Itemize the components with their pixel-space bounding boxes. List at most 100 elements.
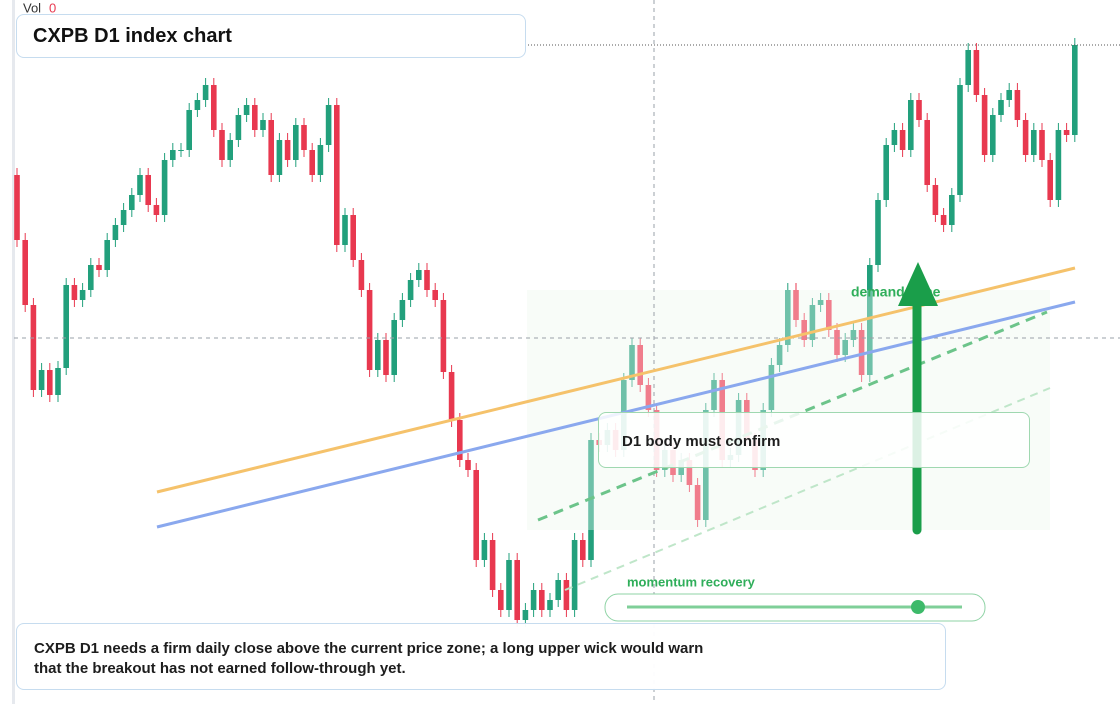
candle-body	[522, 610, 529, 620]
candle-body	[1047, 160, 1053, 200]
candle-body	[801, 320, 807, 340]
candle-body	[440, 300, 447, 372]
candle-body	[916, 100, 922, 120]
candle-body	[366, 290, 373, 370]
candle-body	[1072, 45, 1078, 135]
candle-body	[416, 270, 422, 280]
candle-body	[375, 340, 381, 370]
candle-body	[63, 285, 69, 368]
candle-body	[776, 345, 783, 365]
candle-body	[88, 265, 94, 290]
candle-body	[899, 130, 906, 150]
candle-body	[227, 140, 233, 160]
candle-body	[317, 145, 324, 175]
candle-body	[120, 210, 127, 225]
candle-body	[178, 150, 184, 151]
candle-body	[1014, 90, 1021, 120]
candle-body	[342, 215, 348, 245]
candle-body	[998, 100, 1004, 115]
volume-label: Vol	[23, 0, 41, 15]
candle-body	[481, 540, 488, 560]
candle-body	[1055, 130, 1062, 200]
candle-body	[219, 130, 225, 160]
candle-body	[14, 175, 20, 240]
candle-body	[940, 215, 947, 225]
candle-body	[580, 540, 586, 560]
candle-body	[834, 330, 840, 355]
candle-body	[104, 240, 110, 270]
candle-body	[407, 280, 414, 300]
candle-body	[867, 265, 873, 375]
candle-body	[768, 365, 775, 410]
candle-body	[949, 195, 955, 225]
candle-body	[957, 85, 963, 195]
candle-body	[530, 590, 537, 610]
confirm-box: D1 body must confirm	[598, 412, 1030, 468]
candle-body	[965, 50, 971, 85]
candle-body	[1022, 120, 1029, 155]
candle-body	[489, 540, 496, 590]
candle-body	[268, 120, 274, 175]
candle-body	[686, 460, 693, 485]
candle-body	[202, 85, 209, 100]
candle-body	[22, 240, 28, 305]
candle-body	[711, 380, 717, 410]
candle-body	[793, 290, 799, 320]
candle-body	[539, 590, 545, 610]
candle-body	[284, 140, 291, 160]
candle-body	[555, 580, 561, 600]
candle-body	[79, 290, 86, 300]
candle-body	[629, 345, 635, 380]
candle-body	[170, 150, 176, 160]
candle-body	[293, 125, 299, 160]
candle-body	[243, 105, 250, 115]
candle-body	[588, 440, 594, 560]
candle-body	[260, 120, 266, 130]
slider-knob[interactable]	[911, 600, 925, 614]
candles	[14, 38, 1078, 627]
candle-body	[55, 368, 61, 395]
candle-body	[145, 175, 151, 205]
candle-body	[645, 385, 652, 410]
candle-body	[448, 372, 455, 420]
candle-body	[465, 460, 471, 470]
candle-body	[137, 175, 143, 195]
candle-body	[932, 185, 939, 215]
candle-body	[637, 345, 643, 385]
candle-body	[924, 120, 930, 185]
candle-body	[883, 145, 889, 200]
candle-body	[334, 105, 340, 245]
candle-body	[309, 150, 315, 175]
candle-body	[235, 115, 242, 140]
candle-body	[96, 265, 102, 270]
candle-body	[842, 340, 848, 355]
candle-body	[973, 50, 980, 95]
volume-value: 0	[49, 0, 56, 15]
candle-body	[71, 285, 78, 300]
candle-body	[358, 260, 365, 290]
candle-body	[383, 340, 389, 375]
candle-body	[1031, 130, 1037, 155]
candle-body	[473, 470, 479, 560]
arrow-head	[898, 262, 938, 306]
chart-title: CXPB D1 index chart	[16, 14, 526, 58]
candle-body	[252, 105, 258, 130]
candle-body	[891, 130, 898, 145]
left-border	[12, 0, 15, 704]
candle-body	[153, 205, 160, 215]
candle-body	[875, 200, 881, 265]
slider-label: momentum recovery	[627, 574, 756, 589]
candle-body	[424, 270, 430, 290]
candle-body	[990, 115, 996, 155]
candle-body	[506, 560, 512, 610]
candle-body	[826, 300, 832, 330]
candle-body	[1063, 130, 1070, 135]
candle-body	[301, 125, 307, 150]
candle-body	[325, 105, 332, 145]
candle-body	[399, 300, 406, 320]
candle-body	[432, 290, 438, 300]
candle-body	[38, 370, 45, 390]
